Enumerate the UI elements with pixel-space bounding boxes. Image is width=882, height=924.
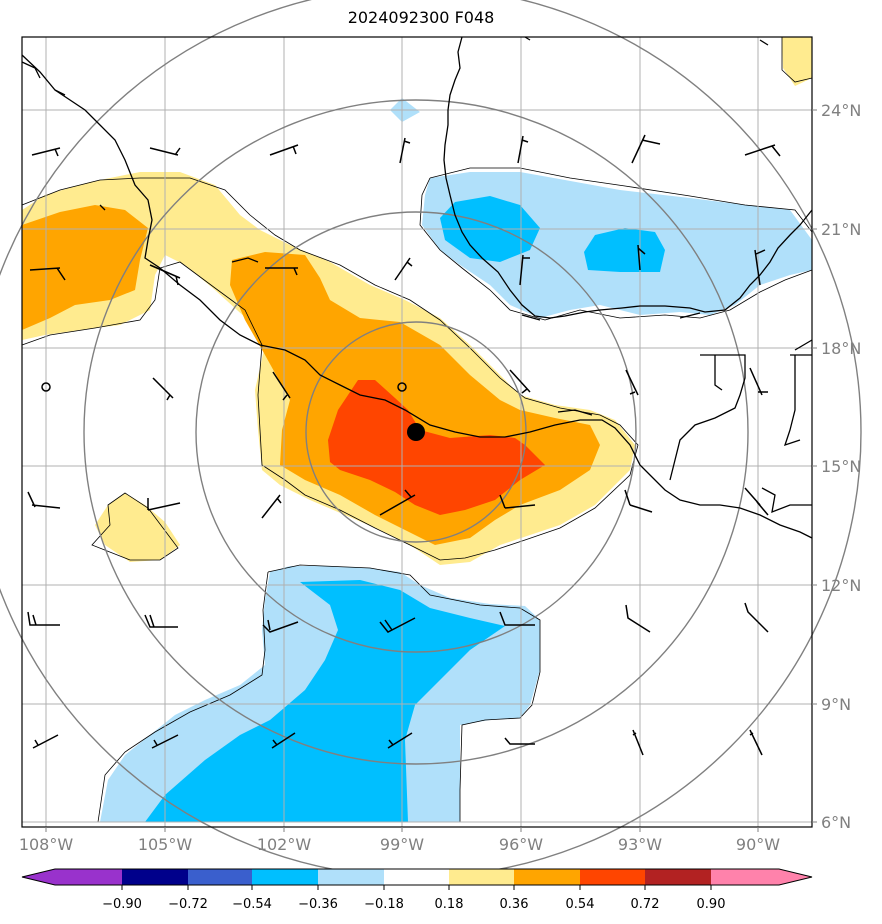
colorbar-segment bbox=[188, 869, 252, 885]
storm-center-marker bbox=[407, 423, 425, 441]
lat-label: 9°N bbox=[821, 695, 851, 714]
lat-label: 12°N bbox=[821, 576, 861, 595]
lon-label: 93°W bbox=[618, 835, 662, 854]
colorbar-segment bbox=[318, 869, 384, 885]
lon-label: 105°W bbox=[138, 835, 193, 854]
lat-axis: 24°N 21°N 18°N 15°N 12°N 9°N 6°N bbox=[812, 101, 861, 832]
colorbar-segment bbox=[449, 869, 514, 885]
lat-label: 15°N bbox=[821, 457, 861, 476]
lat-label: 24°N bbox=[821, 101, 861, 120]
colorbar-tick-label: −0.36 bbox=[298, 897, 338, 912]
lon-label: 96°W bbox=[499, 835, 543, 854]
lon-axis: 108°W 105°W 102°W 99°W 96°W 93°W 90°W bbox=[19, 827, 780, 854]
colorbar-tick-label: 0.36 bbox=[500, 897, 529, 912]
lat-lon-grid bbox=[22, 37, 812, 827]
lat-label: 18°N bbox=[821, 339, 861, 358]
calm-markers bbox=[41, 382, 407, 392]
map-title: 2024092300 F048 bbox=[347, 8, 495, 27]
map-panel bbox=[0, 0, 862, 878]
colorbar-segment bbox=[55, 869, 122, 885]
coastlines bbox=[21, 36, 813, 539]
lon-label: 90°W bbox=[736, 835, 780, 854]
colorbar-max-extend bbox=[779, 869, 812, 885]
colorbar-tick-label: 0.18 bbox=[435, 897, 464, 912]
lat-label: 21°N bbox=[821, 220, 861, 239]
lon-label: 108°W bbox=[19, 835, 74, 854]
colorbar-tick-label: −0.90 bbox=[102, 897, 142, 912]
lat-label: 6°N bbox=[821, 813, 851, 832]
positive-anomaly-strong bbox=[328, 380, 545, 515]
lon-label: 99°W bbox=[380, 835, 424, 854]
map-frame bbox=[21, 36, 813, 828]
colorbar-tick-label: −0.54 bbox=[232, 897, 272, 912]
colorbar-segment bbox=[645, 869, 711, 885]
colorbar-segment bbox=[580, 869, 645, 885]
colorbar: −0.90 −0.72 −0.54 −0.36 −0.18 0.18 0.36 … bbox=[21, 868, 813, 912]
colorbar-segment bbox=[384, 869, 449, 885]
colorbar-tick-label: 0.72 bbox=[631, 897, 660, 912]
colorbar-tick-label: −0.72 bbox=[168, 897, 208, 912]
wind-barbs bbox=[27, 134, 781, 756]
colorbar-segment bbox=[252, 869, 318, 885]
lon-label: 102°W bbox=[257, 835, 312, 854]
colorbar-tick-label: 0.90 bbox=[697, 897, 726, 912]
colorbar-tick-label: −0.18 bbox=[364, 897, 404, 912]
colorbar-tick-label: 0.54 bbox=[566, 897, 595, 912]
colorbar-segment bbox=[711, 869, 779, 885]
zero-contours bbox=[21, 37, 813, 823]
colorbar-segment bbox=[122, 869, 188, 885]
colorbar-segment bbox=[514, 869, 580, 885]
colorbar-min-extend bbox=[22, 869, 55, 885]
